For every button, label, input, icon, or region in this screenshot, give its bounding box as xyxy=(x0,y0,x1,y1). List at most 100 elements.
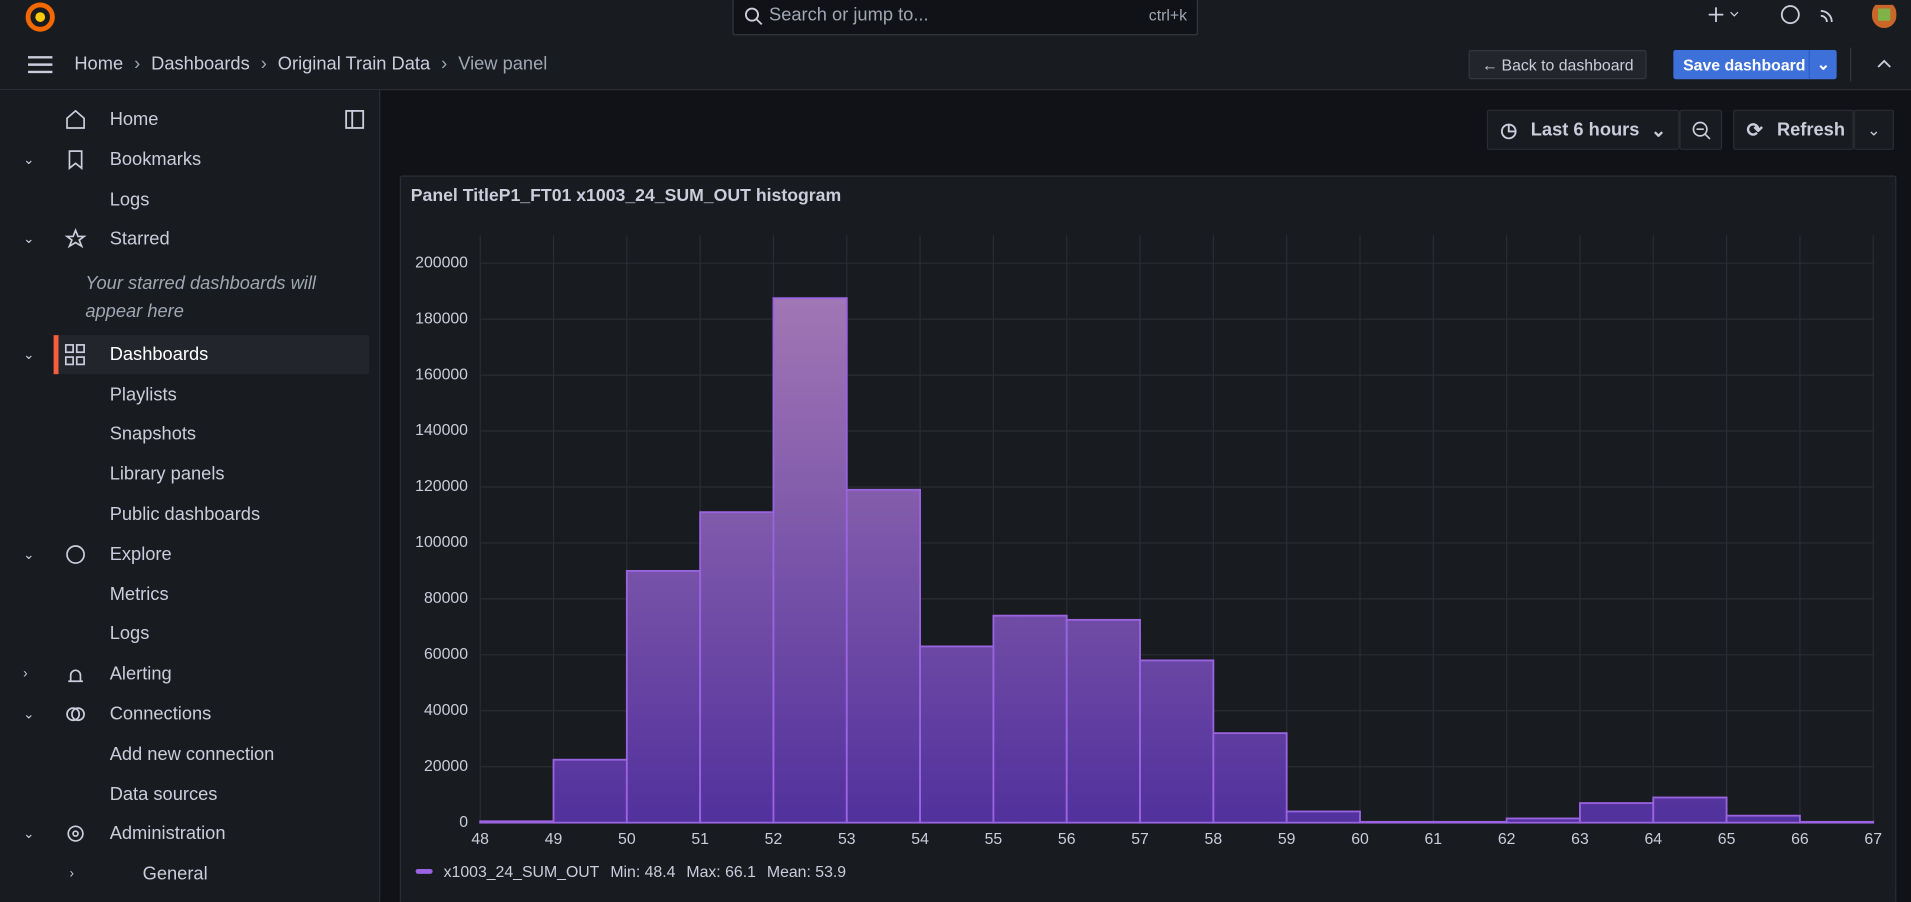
x-tick-label: 64 xyxy=(1644,831,1662,848)
nav-item[interactable]: General xyxy=(142,863,208,885)
y-tick-label: 100000 xyxy=(415,534,468,551)
nav-item[interactable]: Dashboards xyxy=(109,344,209,366)
nav-item[interactable]: Explore xyxy=(109,544,172,565)
nav-item[interactable]: Logs xyxy=(109,623,150,645)
time-range: Last 6 hours xyxy=(1530,119,1640,141)
starred-empty: Your starred dashboards will appear here xyxy=(85,273,316,322)
zoom-out[interactable] xyxy=(1679,109,1723,150)
legend-stat: Mean: 53.9 xyxy=(767,864,846,881)
back-label: Back to dashboard xyxy=(1501,55,1634,74)
x-tick-label: 59 xyxy=(1278,831,1296,848)
refresh-interval[interactable]: ⌄ xyxy=(1853,109,1894,150)
nav-item[interactable]: Alerting xyxy=(109,663,172,685)
nav-item[interactable]: Connections xyxy=(109,703,212,725)
x-tick-label: 48 xyxy=(471,831,489,848)
bar xyxy=(1139,659,1215,824)
crumb[interactable]: Dashboards xyxy=(151,53,250,75)
x-tick-label: 63 xyxy=(1571,831,1589,848)
panel-title: Panel TitleP1_FT01 x1003_24_SUM_OUT hist… xyxy=(411,185,841,205)
x-tick-label: 60 xyxy=(1351,831,1369,848)
shortcut: ctrl+k xyxy=(1148,6,1188,25)
x-tick-label: 50 xyxy=(618,831,636,848)
logo[interactable] xyxy=(24,1,56,33)
bar xyxy=(625,569,702,824)
nav-item[interactable]: Logs xyxy=(109,189,150,211)
nav-item[interactable]: Playlists xyxy=(109,384,177,406)
nav-item[interactable]: Starred xyxy=(109,228,170,250)
bar xyxy=(1798,820,1875,824)
x-tick-label: 51 xyxy=(691,831,709,848)
x-tick-label: 62 xyxy=(1498,831,1516,848)
bar xyxy=(479,820,555,824)
y-tick-label: 160000 xyxy=(415,366,468,383)
time-picker[interactable]: ◷ Last 6 hours ⌄ xyxy=(1486,109,1680,150)
bar xyxy=(1285,810,1361,824)
menu-toggle[interactable] xyxy=(27,55,54,75)
bar xyxy=(772,297,848,824)
y-tick-label: 0 xyxy=(459,814,468,831)
bar xyxy=(992,614,1068,824)
crumb: View panel xyxy=(458,53,548,75)
y-tick-label: 180000 xyxy=(415,310,468,327)
bar xyxy=(1065,618,1141,824)
x-tick-label: 56 xyxy=(1058,831,1076,848)
nav-item[interactable]: Library panels xyxy=(109,463,225,485)
x-tick-label: 52 xyxy=(765,831,783,848)
legend-stat: Min: 48.4 xyxy=(610,864,675,881)
refresh-button[interactable]: ⟳ Refresh xyxy=(1733,109,1854,150)
nav-item[interactable]: Bookmarks xyxy=(109,149,202,171)
nav-item[interactable]: Public dashboards xyxy=(109,503,261,525)
bar xyxy=(919,645,995,824)
legend-swatch xyxy=(415,868,433,874)
bar xyxy=(1212,732,1288,824)
bar xyxy=(1579,802,1655,824)
crumb[interactable]: Original Train Data xyxy=(277,53,431,75)
y-tick-label: 60000 xyxy=(424,646,468,663)
nav-icons xyxy=(64,109,87,842)
crumb[interactable]: Home xyxy=(74,53,124,75)
y-tick-label: 20000 xyxy=(424,758,468,775)
x-tick-label: 65 xyxy=(1718,831,1736,848)
back-button[interactable]: ← Back to dashboard xyxy=(1468,49,1647,80)
x-tick-label: 57 xyxy=(1131,831,1149,848)
y-tick-label: 200000 xyxy=(415,254,468,271)
x-tick-label: 58 xyxy=(1205,831,1223,848)
refresh-label: Refresh xyxy=(1776,119,1846,141)
bar xyxy=(1505,817,1581,824)
bar xyxy=(845,488,922,824)
x-tick-label: 55 xyxy=(985,831,1003,848)
search-placeholder: Search or jump to... xyxy=(769,4,929,26)
search-box[interactable]: Search or jump to... ctrl+k xyxy=(732,0,1199,36)
x-tick-label: 66 xyxy=(1791,831,1809,848)
y-tick-label: 80000 xyxy=(424,590,468,607)
y-tick-label: 140000 xyxy=(415,422,468,439)
nav-item[interactable]: Metrics xyxy=(109,584,169,606)
legend-series: x1003_24_SUM_OUT xyxy=(444,864,600,881)
save-button[interactable]: Save dashboard ⌄ xyxy=(1673,49,1837,80)
sidebar: Home ⌄ Bookmarks Logs ⌄ Starred Your starr… xyxy=(0,90,381,902)
bar xyxy=(699,511,775,824)
nav-item[interactable]: Administration xyxy=(109,823,226,844)
legend-stat: Max: 66.1 xyxy=(686,864,756,881)
collapse[interactable] xyxy=(1876,57,1893,69)
nav-item[interactable]: Data sources xyxy=(109,784,218,805)
bar xyxy=(1725,814,1801,824)
save-label: Save dashboard xyxy=(1683,55,1806,74)
y-tick-label: 120000 xyxy=(415,478,468,495)
nav-item[interactable]: Home xyxy=(109,109,159,130)
breadcrumb-bar: Home › Dashboards › Original Train Data › V… xyxy=(0,40,1911,91)
x-tick-label: 53 xyxy=(838,831,856,848)
top-icons[interactable] xyxy=(1704,4,1899,34)
x-tick-label: 49 xyxy=(545,831,563,848)
nav-item[interactable]: Add new connection xyxy=(109,744,275,765)
bar xyxy=(1432,820,1508,824)
y-tick-label: 40000 xyxy=(424,702,468,719)
bar xyxy=(1652,796,1728,824)
bar xyxy=(1359,820,1435,824)
bar xyxy=(552,758,628,824)
x-tick-label: 67 xyxy=(1864,831,1882,848)
top-bar: Search or jump to... ctrl+k xyxy=(0,0,1911,42)
nav-item[interactable]: Snapshots xyxy=(109,423,197,445)
dock[interactable] xyxy=(345,109,365,130)
